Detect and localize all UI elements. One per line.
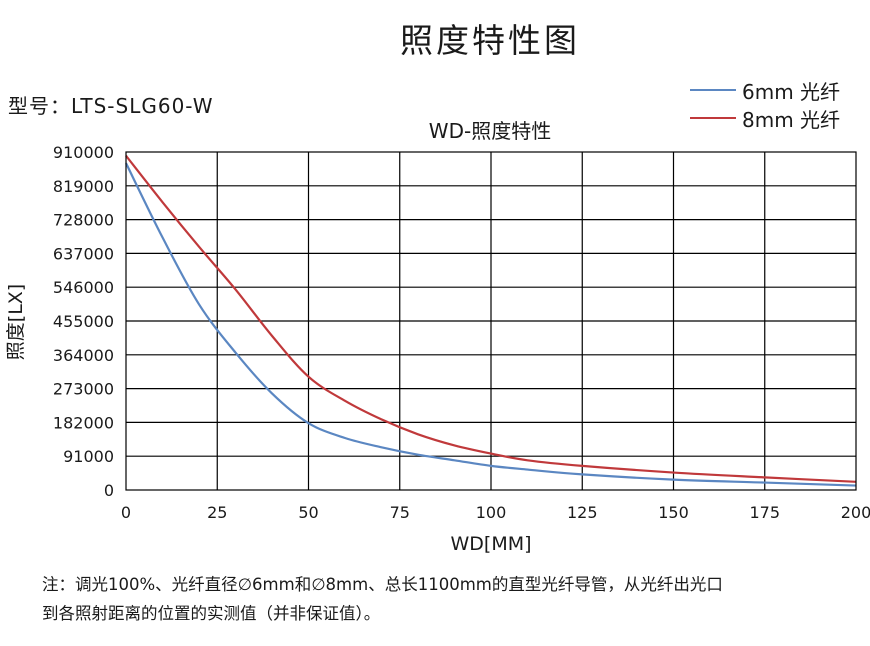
page-title: 照度特性图 <box>400 21 580 60</box>
y-tick-label: 637000 <box>53 244 114 263</box>
y-tick-label: 0 <box>104 481 114 500</box>
series-line-8mm <box>125 155 857 483</box>
x-tick-label: 25 <box>207 503 227 522</box>
legend-label-8mm: 8mm 光纤 <box>742 107 841 132</box>
x-tick-label: 75 <box>390 503 410 522</box>
plot-frame <box>125 151 857 491</box>
x-tick-label: 150 <box>658 503 689 522</box>
y-tick-label: 273000 <box>53 380 114 399</box>
legend-swatch-8mm <box>690 117 736 119</box>
y-tick-label: 819000 <box>53 177 114 196</box>
tick-layer: 0 25 50 75 100 125 150 175 200 0 91000 182000 273000… <box>53 143 870 522</box>
footnote-line-1: 注：调光100%、光纤直径∅6mm和∅8mm、总长1100mm的直型光纤导管，从… <box>42 575 723 594</box>
y-tick-label: 182000 <box>53 413 114 432</box>
series-layer <box>125 155 857 487</box>
legend-item-6mm: 6mm 光纤 <box>690 78 841 104</box>
x-tick-label: 125 <box>567 503 598 522</box>
legend-swatch-6mm <box>690 89 736 91</box>
legend-item-8mm: 8mm 光纤 <box>690 106 841 132</box>
x-tick-label: 200 <box>841 503 870 522</box>
footnote: 注：调光100%、光纤直径∅6mm和∅8mm、总长1100mm的直型光纤导管，从… <box>42 570 862 628</box>
x-tick-label: 175 <box>749 503 780 522</box>
legend-label-6mm: 6mm 光纤 <box>742 79 841 104</box>
x-tick-label: 100 <box>476 503 507 522</box>
x-tick-label: 50 <box>298 503 318 522</box>
y-axis-label: 照度[LX] <box>5 284 27 360</box>
series-line-6mm <box>125 162 857 487</box>
grid-layer <box>126 152 856 490</box>
y-tick-label: 546000 <box>53 278 114 297</box>
y-tick-label: 91000 <box>63 447 114 466</box>
chart-title: WD-照度特性 <box>429 119 551 143</box>
model-label: 型号：LTS-SLG60-W <box>8 94 214 118</box>
x-axis-label: WD[MM] <box>450 533 531 555</box>
footnote-line-2: 到各照射距离的位置的实测值（并非保证值）。 <box>42 604 381 623</box>
x-tick-label: 0 <box>121 503 131 522</box>
y-tick-label: 728000 <box>53 211 114 230</box>
y-tick-label: 455000 <box>53 312 114 331</box>
y-tick-label: 910000 <box>53 143 114 162</box>
y-tick-label: 364000 <box>53 346 114 365</box>
